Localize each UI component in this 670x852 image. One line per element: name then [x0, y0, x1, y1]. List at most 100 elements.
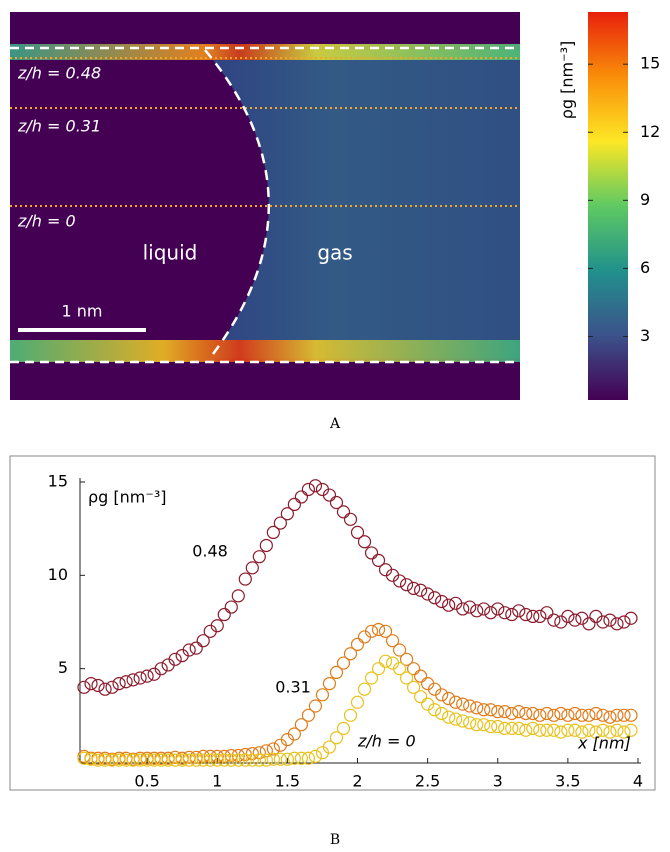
data-point [526, 609, 540, 624]
data-point [399, 671, 414, 685]
data-point [294, 751, 308, 765]
data-point [336, 656, 351, 670]
data-point [266, 525, 280, 540]
data-point [385, 634, 400, 648]
data-point [533, 708, 547, 722]
y-tick-label: 5 [58, 658, 68, 677]
data-point [371, 553, 386, 568]
data-point [533, 609, 547, 624]
data-point [133, 753, 147, 767]
data-point [442, 598, 456, 612]
data-point [77, 680, 91, 694]
data-point [140, 669, 154, 683]
data-point [414, 583, 428, 597]
data-point [161, 753, 175, 767]
data-point [505, 721, 519, 736]
data-point [84, 752, 98, 766]
data-point [217, 749, 231, 764]
data-point [245, 753, 259, 767]
x-tick-label: 1 [212, 772, 222, 791]
data-point [519, 706, 533, 721]
data-point [343, 512, 358, 526]
data-point [224, 600, 238, 614]
data-point [168, 652, 182, 666]
data-point [259, 753, 273, 767]
y-tick-label: 10 [48, 565, 68, 584]
data-point [463, 600, 477, 614]
data-point [308, 699, 323, 713]
x-tick-label: 0.5 [134, 772, 159, 791]
x-tick-label: 3 [493, 772, 503, 791]
data-point [589, 706, 603, 721]
data-point [182, 750, 196, 764]
data-point [357, 535, 372, 549]
data-point [378, 624, 393, 638]
data-point [210, 753, 224, 767]
data-point [322, 488, 337, 502]
data-point [308, 479, 323, 493]
data-point [449, 695, 463, 709]
data-point [217, 607, 231, 622]
data-point [392, 662, 407, 676]
data-point [175, 753, 189, 767]
data-point [203, 753, 217, 767]
series [77, 654, 638, 767]
data-point [554, 706, 568, 721]
data-point [140, 753, 154, 767]
x-tick-label: 2.5 [415, 772, 440, 791]
data-point [329, 731, 344, 745]
data-point [456, 602, 470, 616]
data-point [470, 718, 484, 732]
x-tick-label: 3.5 [555, 772, 580, 791]
data-point [126, 753, 140, 767]
data-point [119, 675, 133, 689]
data-point [435, 594, 449, 609]
data-point [610, 617, 624, 631]
data-point [245, 746, 259, 761]
data-point [238, 753, 252, 767]
data-point [126, 673, 140, 687]
data-point [456, 714, 470, 728]
data-point [512, 604, 526, 618]
data-point [575, 708, 589, 722]
data-point [147, 753, 161, 767]
data-point [196, 753, 210, 767]
data-point [470, 701, 484, 715]
data-point [273, 516, 287, 530]
data-point [407, 662, 421, 676]
x-tick-label: 4 [633, 772, 643, 791]
data-point [336, 721, 351, 736]
data-point [610, 723, 624, 737]
data-point [308, 749, 323, 764]
colorbar-tick-label: 12 [640, 122, 660, 141]
data-point [603, 710, 617, 724]
panel-label: A [329, 416, 341, 432]
data-point [456, 697, 470, 711]
annotation: liquid [143, 241, 198, 265]
data-point [603, 725, 617, 739]
data-point [84, 751, 98, 765]
colorbar-tick-label: 6 [640, 258, 650, 277]
data-point [392, 574, 407, 588]
data-point [378, 654, 393, 668]
data-point [154, 753, 168, 767]
data-point [119, 753, 133, 767]
data-point [554, 725, 568, 739]
data-point [617, 615, 631, 629]
data-point [105, 680, 119, 694]
data-point [533, 723, 547, 737]
data-point [315, 688, 330, 702]
data-point [392, 643, 407, 657]
data-point [196, 634, 210, 648]
data-point [350, 695, 365, 709]
data-point [561, 708, 575, 722]
data-point [582, 723, 596, 737]
data-point [624, 708, 638, 722]
data-point [77, 751, 91, 765]
data-point [540, 706, 554, 721]
data-point [399, 652, 414, 666]
data-point [91, 753, 105, 767]
data-point [596, 615, 610, 629]
data-point [568, 613, 582, 627]
